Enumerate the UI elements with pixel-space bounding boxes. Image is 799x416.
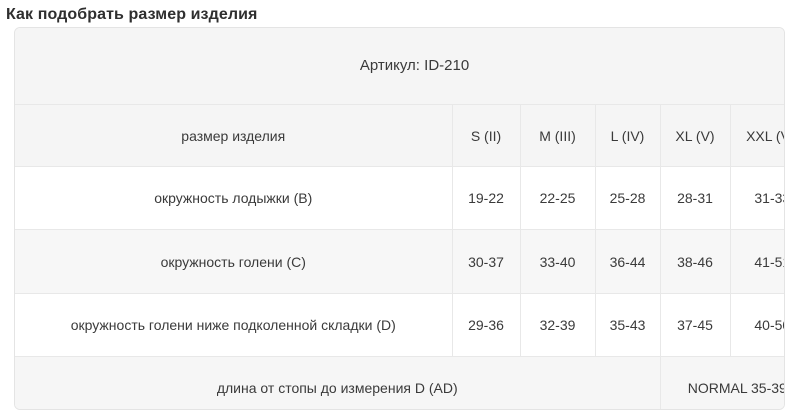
row-label-ankle: окружность лодыжки (B) <box>15 166 453 230</box>
column-header-xxl: XXL (VI) <box>730 104 784 167</box>
table-row: окружность голени ниже подколенной склад… <box>15 293 784 357</box>
cell-calf-xxl: 41-51 <box>730 229 784 294</box>
table-row-length: длина от стопы до измерения D (AD) NORMA… <box>15 356 785 409</box>
cell-calf-s: 30-37 <box>452 229 521 294</box>
cell-below-knee-s: 29-36 <box>452 293 521 357</box>
size-table-container: Артикул: ID-210 размер изделия S (II) M … <box>14 27 785 410</box>
cell-ankle-m: 22-25 <box>520 166 596 230</box>
cell-below-knee-l: 35-43 <box>595 293 661 357</box>
cell-ankle-s: 19-22 <box>452 166 521 230</box>
size-table: Артикул: ID-210 размер изделия S (II) M … <box>15 28 785 409</box>
column-header-m: M (III) <box>520 104 596 167</box>
column-header-xl: XL (V) <box>660 104 731 167</box>
table-row-article: Артикул: ID-210 <box>15 28 784 105</box>
article-cell: Артикул: ID-210 <box>15 28 784 105</box>
row-label-calf: окружность голени (C) <box>15 229 453 294</box>
column-header-s: S (II) <box>452 104 521 167</box>
cell-calf-l: 36-44 <box>595 229 661 294</box>
cell-ankle-xxl: 31-33 <box>730 166 784 230</box>
row-label-length: длина от стопы до измерения D (AD) <box>15 356 661 409</box>
row-label-below-knee: окружность голени ниже подколенной склад… <box>15 293 453 357</box>
cell-calf-m: 33-40 <box>520 229 596 294</box>
page-title: Как подобрать размер изделия <box>6 6 258 23</box>
cell-below-knee-xl: 37-45 <box>660 293 731 357</box>
length-options: NORMAL 35-39 LONG 40-44 <box>667 379 785 409</box>
table-row-header: размер изделия S (II) M (III) L (IV) XL … <box>15 104 784 167</box>
cell-length-values: NORMAL 35-39 LONG 40-44 <box>660 356 785 409</box>
table-row: окружность голени (C) 30-37 33-40 36-44 … <box>15 229 784 294</box>
cell-calf-xl: 38-46 <box>660 229 731 294</box>
cell-ankle-l: 25-28 <box>595 166 661 230</box>
cell-ankle-xl: 28-31 <box>660 166 731 230</box>
table-row: окружность лодыжки (B) 19-22 22-25 25-28… <box>15 166 784 230</box>
length-normal: NORMAL 35-39 <box>687 380 785 396</box>
cell-below-knee-xxl: 40-50 <box>730 293 784 357</box>
cell-below-knee-m: 32-39 <box>520 293 596 357</box>
column-header-label: размер изделия <box>15 104 453 167</box>
column-header-l: L (IV) <box>595 104 661 167</box>
